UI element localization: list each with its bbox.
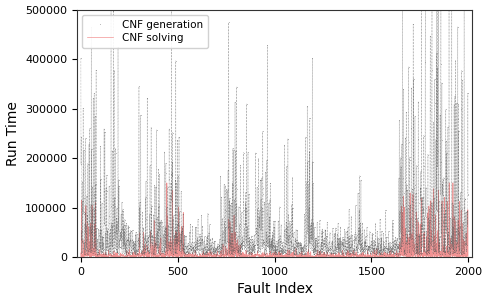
CNF solving <box>383 255 389 259</box>
CNF generation <box>123 253 129 256</box>
Line: CNF solving: CNF solving <box>81 183 468 257</box>
X-axis label: Fault Index: Fault Index <box>237 282 312 297</box>
CNF generation <box>454 227 460 230</box>
CNF solving <box>164 181 170 185</box>
Line: CNF generation: CNF generation <box>81 9 468 255</box>
CNF solving <box>465 255 471 258</box>
CNF generation <box>266 215 272 219</box>
CNF solving <box>98 254 103 258</box>
CNF solving <box>454 255 460 259</box>
CNF generation <box>108 8 114 11</box>
CNF generation <box>383 246 389 249</box>
CNF generation <box>78 56 84 60</box>
CNF solving <box>256 252 262 256</box>
CNF generation <box>465 192 471 195</box>
CNF generation <box>256 223 262 226</box>
CNF generation <box>98 249 103 253</box>
CNF solving <box>454 240 460 244</box>
CNF solving <box>266 253 272 257</box>
Legend: CNF generation, CNF solving: CNF generation, CNF solving <box>82 15 208 48</box>
CNF solving <box>78 251 84 255</box>
CNF solving <box>103 255 109 259</box>
CNF generation <box>454 236 460 240</box>
Y-axis label: Run Time: Run Time <box>5 101 20 166</box>
